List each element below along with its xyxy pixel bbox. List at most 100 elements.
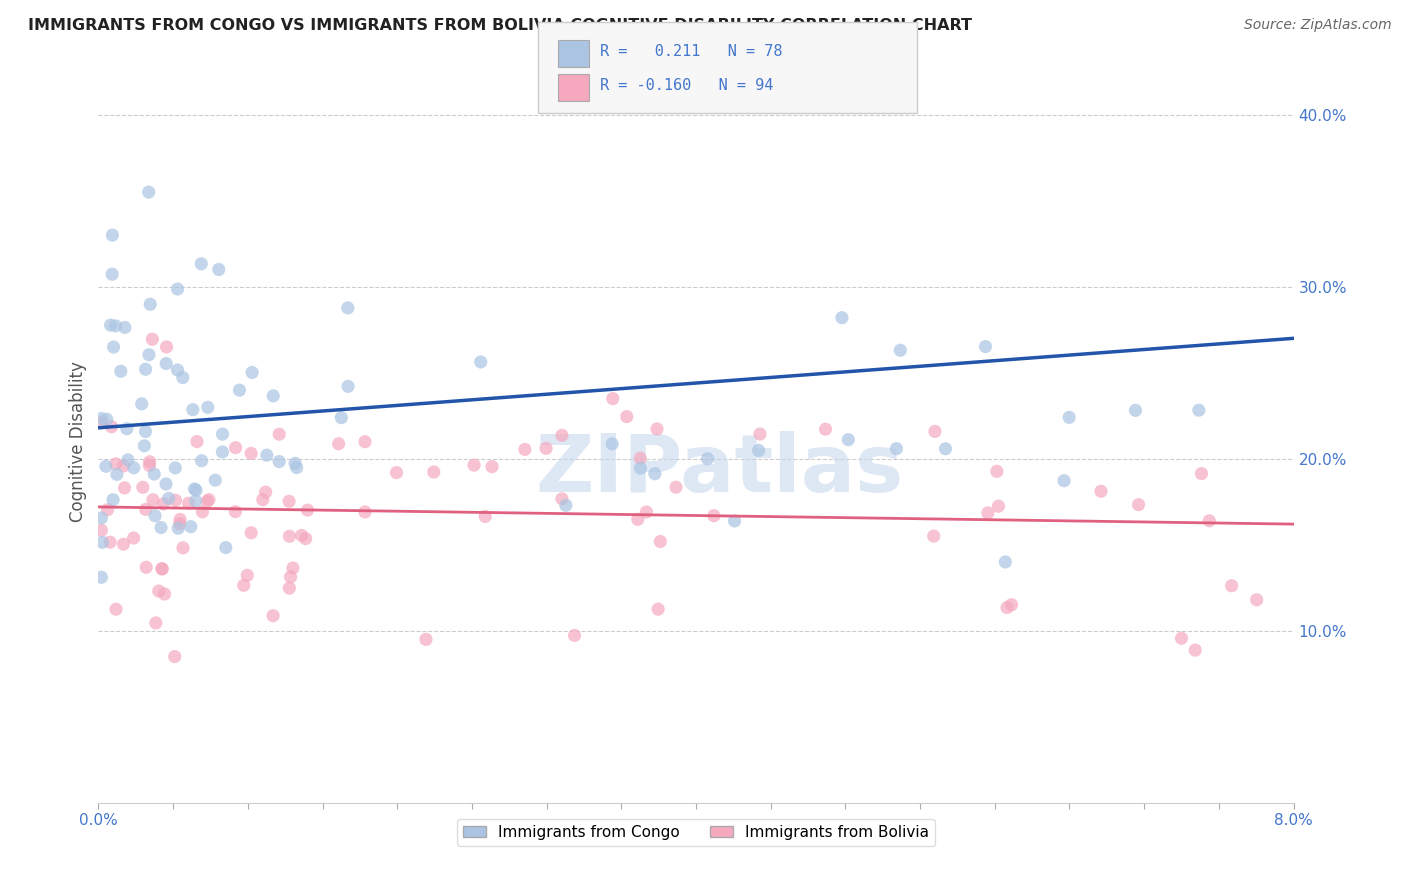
Point: [208, 262, 231, 277]
Point: [215, 541, 238, 555]
Point: [186, 434, 208, 449]
Point: [184, 483, 207, 498]
Text: R = -0.160   N = 94: R = -0.160 N = 94: [600, 78, 773, 93]
Point: [166, 363, 188, 377]
Point: [101, 267, 124, 281]
Text: IMMIGRANTS FROM CONGO VS IMMIGRANTS FROM BOLIVIA COGNITIVE DISABILITY CORRELATIO: IMMIGRANTS FROM CONGO VS IMMIGRANTS FROM…: [28, 18, 972, 33]
Point: [96, 412, 118, 426]
Point: [134, 425, 156, 439]
Point: [886, 442, 908, 456]
Point: [184, 494, 207, 508]
Point: [1246, 592, 1268, 607]
Point: [934, 442, 956, 456]
Point: [297, 503, 319, 517]
Point: [290, 528, 312, 542]
Point: [101, 228, 124, 243]
Point: [628, 451, 651, 466]
Point: [281, 561, 304, 575]
Point: [647, 602, 669, 616]
Point: [269, 427, 291, 442]
Point: [703, 508, 725, 523]
Point: [644, 467, 666, 481]
Point: [616, 409, 638, 424]
Point: [211, 427, 233, 442]
Point: [254, 485, 277, 500]
Point: [165, 493, 187, 508]
Point: [986, 464, 1008, 478]
Point: [155, 340, 177, 354]
Point: [1090, 484, 1112, 499]
Point: [278, 529, 301, 543]
Point: [117, 453, 139, 467]
Point: [513, 442, 536, 457]
Point: [100, 419, 122, 434]
Point: [172, 541, 194, 555]
Point: [995, 600, 1018, 615]
Point: [165, 461, 187, 475]
Point: [1170, 632, 1192, 646]
Point: [385, 466, 408, 480]
Point: [837, 433, 859, 447]
Point: [157, 491, 180, 506]
Point: [328, 436, 350, 450]
Text: R =   0.211   N = 78: R = 0.211 N = 78: [600, 45, 783, 59]
Point: [138, 348, 160, 362]
Point: [112, 458, 135, 473]
Point: [134, 439, 156, 453]
Point: [285, 460, 308, 475]
Point: [723, 514, 745, 528]
Point: [138, 185, 160, 199]
Point: [114, 320, 136, 334]
Point: [177, 496, 200, 510]
Point: [554, 499, 576, 513]
Point: [1220, 579, 1243, 593]
Point: [240, 525, 263, 540]
Point: [190, 257, 212, 271]
Point: [534, 442, 557, 456]
Point: [155, 477, 177, 491]
Point: [1057, 410, 1080, 425]
Point: [183, 482, 205, 496]
Point: [104, 457, 127, 471]
Point: [122, 460, 145, 475]
Point: [197, 401, 219, 415]
Point: [602, 392, 624, 406]
Point: [224, 505, 246, 519]
Point: [143, 508, 166, 523]
Point: [148, 584, 170, 599]
Point: [1184, 643, 1206, 657]
Point: [831, 310, 853, 325]
Point: [474, 509, 496, 524]
Point: [748, 443, 770, 458]
Point: [150, 562, 173, 576]
Point: [600, 437, 623, 451]
Point: [1128, 498, 1150, 512]
Point: [665, 480, 688, 494]
Point: [191, 505, 214, 519]
Point: [564, 628, 586, 642]
Point: [90, 511, 112, 525]
Point: [181, 402, 204, 417]
Point: [278, 494, 301, 508]
Text: ZIPatlas: ZIPatlas: [536, 432, 904, 509]
Point: [470, 355, 492, 369]
Point: [131, 397, 153, 411]
Point: [143, 467, 166, 481]
Point: [141, 332, 163, 346]
Point: [252, 492, 274, 507]
Point: [240, 366, 263, 380]
Point: [696, 451, 718, 466]
Point: [142, 492, 165, 507]
Point: [90, 570, 112, 584]
Point: [889, 343, 911, 358]
Point: [994, 555, 1017, 569]
Point: [211, 445, 233, 459]
Point: [636, 505, 658, 519]
Point: [90, 411, 112, 425]
Point: [153, 587, 176, 601]
Point: [749, 427, 772, 442]
Point: [163, 649, 186, 664]
Point: [1188, 403, 1211, 417]
Point: [987, 500, 1010, 514]
Point: [91, 535, 114, 549]
